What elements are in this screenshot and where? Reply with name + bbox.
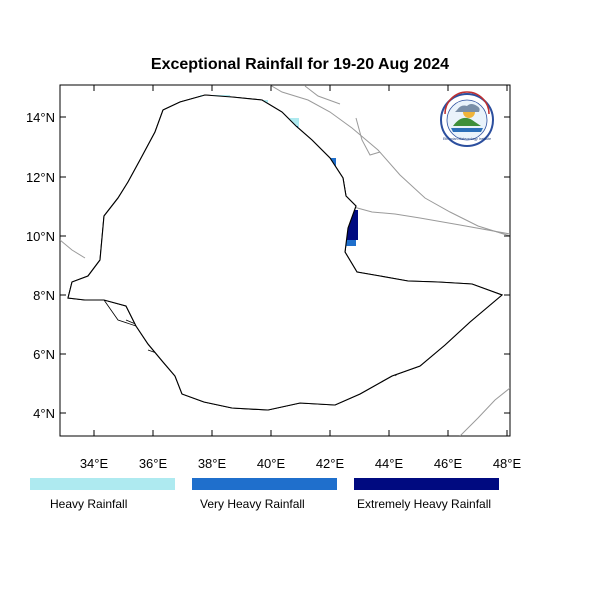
legend-swatch-very-heavy bbox=[192, 478, 337, 490]
x-tick-label: 48°E bbox=[493, 456, 522, 471]
logo-caption: Ethiopian Meteorology Institute bbox=[443, 137, 491, 141]
y-tick-label: 14°N bbox=[26, 110, 55, 125]
y-tick-label: 12°N bbox=[26, 170, 55, 185]
x-tick-label: 38°E bbox=[198, 456, 227, 471]
y-tick-label: 4°N bbox=[33, 406, 55, 421]
y-tick-label: 10°N bbox=[26, 229, 55, 244]
neighbor-boundaries bbox=[60, 85, 510, 436]
y-axis: 14°N 12°N 10°N 8°N 6°N 4°N bbox=[26, 110, 510, 421]
x-tick-label: 44°E bbox=[375, 456, 404, 471]
legend-swatch-extremely-heavy bbox=[354, 478, 499, 490]
legend-label-very-heavy: Very Heavy Rainfall bbox=[200, 497, 305, 511]
x-tick-label: 36°E bbox=[139, 456, 168, 471]
legend-swatch-heavy bbox=[30, 478, 175, 490]
x-axis: 34°E 36°E 38°E 40°E 42°E 44°E 46°E 48°E bbox=[80, 85, 522, 471]
map-title: Exceptional Rainfall for 19-20 Aug 2024 bbox=[150, 56, 450, 73]
x-tick-label: 46°E bbox=[434, 456, 463, 471]
x-tick-label: 40°E bbox=[257, 456, 286, 471]
meteorology-agency-logo-icon bbox=[440, 91, 494, 147]
x-tick-label: 42°E bbox=[316, 456, 345, 471]
y-tick-label: 8°N bbox=[33, 288, 55, 303]
legend-label-heavy: Heavy Rainfall bbox=[50, 497, 128, 511]
y-tick-label: 6°N bbox=[33, 347, 55, 362]
x-tick-label: 34°E bbox=[80, 456, 109, 471]
legend-label-extremely-heavy: Extremely Heavy Rainfall bbox=[357, 497, 492, 511]
